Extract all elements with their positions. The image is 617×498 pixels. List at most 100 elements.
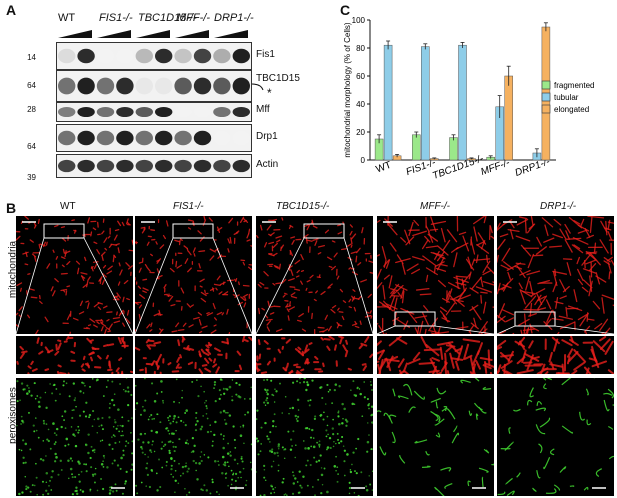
- blot-band: [58, 106, 76, 118]
- blot-band: [77, 48, 95, 64]
- zoom-guide-line: [83, 237, 133, 334]
- protein-label-drp1: Drp1: [256, 131, 278, 142]
- zoom-guide-line: [497, 325, 516, 334]
- blot-band: [193, 106, 212, 118]
- peroxisome-image: [135, 378, 252, 496]
- y-tick-label: 80: [356, 44, 365, 53]
- protein-label-tbc1d15: TBC1D15: [256, 73, 300, 84]
- blot-genotype-label: WT: [58, 12, 76, 24]
- blot-band: [174, 130, 192, 146]
- zoom-guide-line: [554, 325, 614, 334]
- blot-strip-actin: [56, 154, 252, 178]
- peroxisome-image: [256, 378, 373, 496]
- protein-label-actin: Actin: [256, 159, 279, 170]
- blot-band: [135, 77, 153, 95]
- blot-band: [116, 77, 134, 95]
- legend-entry: elongated: [554, 105, 589, 114]
- blot-band: [116, 48, 134, 64]
- morphology-chart-panel: 0 20 40 60 80 100 mitochondrial morphology (% …: [336, 0, 617, 200]
- x-tick-label: WT: [375, 160, 393, 176]
- bar-fragmented: [412, 134, 421, 161]
- blot-band: [155, 48, 173, 64]
- blot-band: [58, 130, 76, 146]
- loading-wedge: [97, 30, 131, 38]
- blot-band: [213, 48, 231, 64]
- mitochondria-image: [135, 216, 252, 334]
- blot-band: [135, 130, 153, 146]
- y-tick-label: 40: [356, 100, 365, 109]
- y-tick-label: 60: [356, 72, 365, 81]
- blot-band: [116, 106, 134, 118]
- blot-band: [174, 48, 192, 64]
- zoom-guide-line: [135, 237, 174, 334]
- zoom-guide-line: [212, 237, 252, 334]
- blot-band: [232, 48, 250, 64]
- legend-swatch: [541, 80, 551, 90]
- image-column-label: TBC1D15-/-: [276, 201, 330, 212]
- zoom-guide-line: [256, 237, 305, 334]
- blot-band: [96, 77, 115, 95]
- zoom-region-box: [43, 223, 85, 239]
- zoom-region-box: [394, 311, 436, 327]
- zoom-guide-line: [434, 325, 494, 334]
- y-tick-label: 0: [361, 156, 366, 165]
- nonspecific-band-marker: *: [267, 86, 272, 100]
- loading-wedge: [58, 30, 92, 38]
- y-tick-label: 20: [356, 128, 365, 137]
- blot-genotype-label: DRP1-/-: [214, 12, 254, 24]
- blot-strip-drp1: [56, 124, 252, 152]
- blot-strip-mff: [56, 102, 252, 122]
- blot-band: [96, 48, 115, 64]
- mitochondria-image: [497, 216, 614, 334]
- blot-band: [213, 77, 231, 95]
- blot-band: [232, 159, 250, 173]
- blot-band: [96, 159, 115, 173]
- blot-band: [77, 106, 95, 118]
- blot-band: [213, 106, 231, 118]
- band-bracket: [251, 83, 264, 91]
- mw-marker: 28: [27, 105, 36, 114]
- legend-swatch: [541, 92, 551, 102]
- blot-band: [193, 130, 212, 146]
- bar-tubular: [458, 44, 467, 161]
- blot-genotype-label: MFF-/-: [177, 12, 210, 24]
- peroxisome-image: [497, 378, 614, 496]
- image-column-label: FIS1-/-: [173, 201, 204, 212]
- loading-wedges: [58, 30, 248, 38]
- legend-swatch: [541, 104, 551, 114]
- zoom-region-box: [303, 223, 345, 239]
- blot-band: [135, 106, 153, 118]
- zoom-guide-line: [377, 325, 396, 334]
- bar-elongated: [504, 75, 513, 161]
- peroxisome-image: [16, 378, 133, 496]
- blot-band: [58, 159, 76, 173]
- zoom-guide-line: [16, 237, 45, 334]
- blot-band: [174, 106, 192, 118]
- loading-wedge: [214, 30, 248, 38]
- blot-band: [193, 48, 212, 64]
- panel-letter-c: C: [340, 2, 351, 18]
- blot-band: [232, 77, 250, 95]
- blot-band: [232, 106, 250, 118]
- loading-wedge: [175, 30, 209, 38]
- blot-strip-tbc1d15: [56, 70, 252, 102]
- blot-band: [174, 159, 192, 173]
- mitochondria-image: [256, 216, 373, 334]
- zoom-inset-image: [256, 336, 373, 374]
- loading-wedge: [136, 30, 170, 38]
- blot-band: [155, 159, 173, 173]
- panel-letter-b: B: [6, 200, 17, 216]
- blot-band: [155, 77, 173, 95]
- blot-band: [213, 130, 231, 146]
- mw-marker: 14: [27, 53, 36, 62]
- blot-band: [155, 106, 173, 118]
- protein-label-fis1: Fis1: [256, 49, 275, 60]
- blot-band: [232, 130, 250, 146]
- blot-band: [58, 77, 76, 95]
- legend-entry: tubular: [554, 93, 579, 102]
- mw-marker: 64: [27, 142, 36, 151]
- mw-marker: 64: [27, 81, 36, 90]
- image-column-label: DRP1-/-: [540, 201, 577, 212]
- zoom-inset-image: [16, 336, 133, 374]
- mitochondria-image: [377, 216, 494, 334]
